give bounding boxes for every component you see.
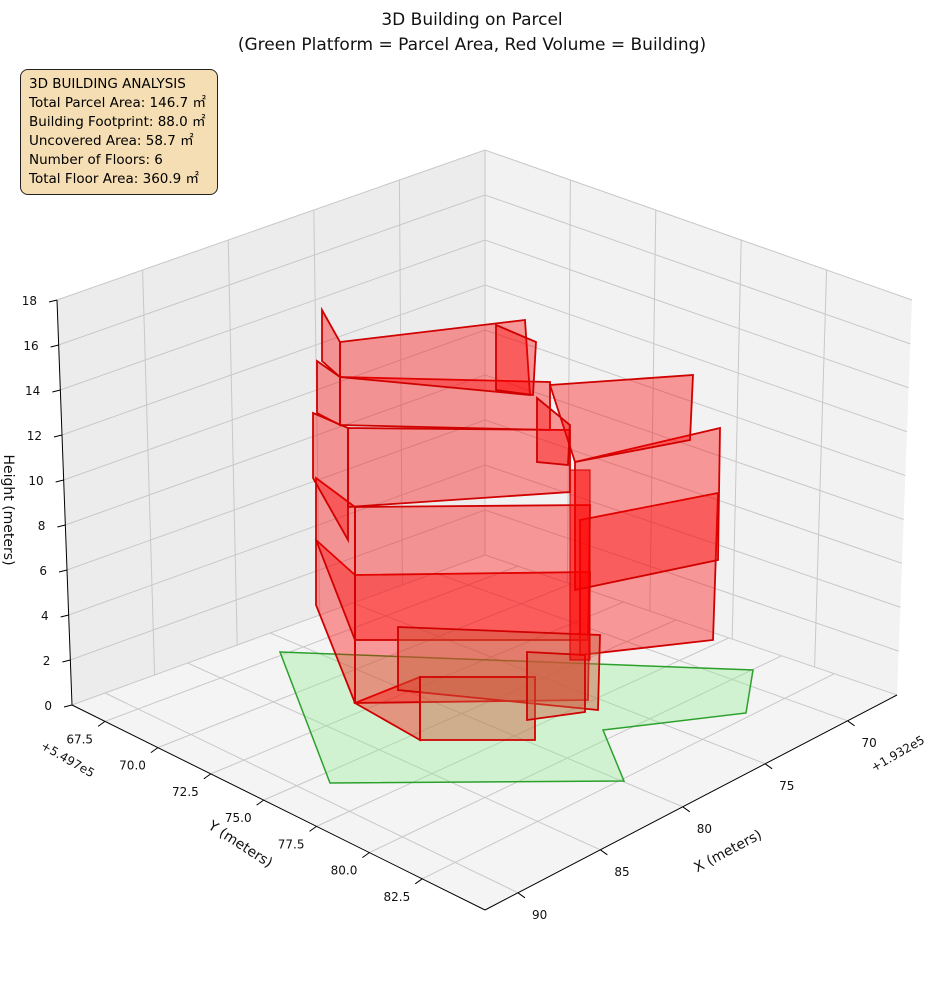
wall-gridline [649,209,657,612]
x-tick-label: 90 [532,908,547,922]
z-tick [62,659,71,663]
z-tick [50,344,59,348]
x-tick [764,763,773,770]
x-tick-label: 70 [862,736,877,750]
y-tick [203,773,212,780]
floor-pane [72,555,897,910]
z-tick [53,434,63,438]
x-tick-label: 80 [697,822,712,836]
wall-gridline [566,179,571,584]
x-tick [847,720,855,727]
z-tick-label: 4 [41,609,49,623]
left-pane [57,150,485,705]
z-tick [57,524,66,528]
y-tick [256,799,264,806]
wall-gridline [814,269,828,668]
y-axis-line [71,704,486,911]
z-tick-label: 16 [23,339,38,353]
y-tick [309,825,317,832]
z-tick-label: 6 [39,564,47,578]
info-line: Number of Floors: 6 [29,152,163,168]
z-tick-label: 10 [28,474,43,488]
building-floor-face [495,323,537,397]
y-tick-label: 67.5 [66,732,93,746]
y-tick [97,720,106,727]
wall-gridline [142,269,156,676]
x-gridline [104,692,519,894]
x-tick-label: 85 [614,865,629,879]
building-floor-face [526,651,586,722]
y-tick-label: 82.5 [384,890,411,904]
y-gridline [263,619,677,801]
x-tick-label: 75 [779,779,794,793]
wall-gridline [731,239,742,640]
y-tick-label: 75.0 [225,811,252,825]
wall-gridline [227,239,238,646]
building-floor-face [397,626,601,711]
y-gridline [157,583,571,749]
y-tick [362,852,370,859]
y-tick [414,878,423,885]
info-line: Total Floor Area: 360.9 ㎡ [29,171,200,187]
y-gridline [369,655,782,854]
y-tick-label: 70.0 [119,759,146,773]
z-tick-label: 18 [22,294,37,308]
z-tick [52,389,61,393]
y-tick [150,747,159,754]
z-tick [55,479,64,483]
y-gridline [104,565,519,722]
z-tick [63,704,73,708]
y-gridline [422,673,835,880]
info-line: Building Footprint: 88.0 ㎡ [29,114,206,130]
x-axis-line [484,694,898,911]
x-offset-label: +1.932e5 [869,733,927,775]
z-tick-label: 8 [38,519,46,533]
x-tick [517,892,526,899]
building-floor-face [548,374,694,464]
z-tick-label: 12 [27,429,42,443]
info-heading: 3D BUILDING ANALYSIS [29,76,186,92]
z-tick-label: 0 [44,699,52,713]
z-tick [48,299,58,303]
y-gridline [210,601,624,775]
z-tick [58,569,68,573]
building-floor-face [419,676,536,741]
x-tick [600,849,608,856]
y-tick-label: 72.5 [172,785,199,799]
z-tick-label: 14 [25,384,40,398]
y-tick-label: 80.0 [331,864,358,878]
chart-title: 3D Building on Parcel [381,10,562,30]
building-floor-face [536,396,571,466]
building-floor-face [354,504,591,641]
chart-subtitle: (Green Platform = Parcel Area, Red Volum… [238,35,706,55]
info-line: Total Parcel Area: 146.7 ㎡ [29,95,206,111]
y-gridline [316,637,730,827]
right-pane [485,150,912,695]
x-tick [682,806,691,813]
building-curved-wall [569,469,591,661]
z-tick [60,614,69,618]
y-axis-label: Y (meters) [204,817,275,871]
z-axis-line [56,299,73,706]
z-tick-label: 2 [43,654,51,668]
x-gridline [352,602,766,765]
z-axis-label: Height (meters) [0,454,16,565]
info-box: 3D BUILDING ANALYSIS Total Parcel Area: … [20,69,218,195]
y-tick-label: 77.5 [278,837,305,851]
x-gridline [435,572,848,722]
x-gridline [187,662,601,851]
info-line: Uncovered Area: 58.7 ㎡ [29,133,194,149]
building-floor-face [354,571,591,704]
